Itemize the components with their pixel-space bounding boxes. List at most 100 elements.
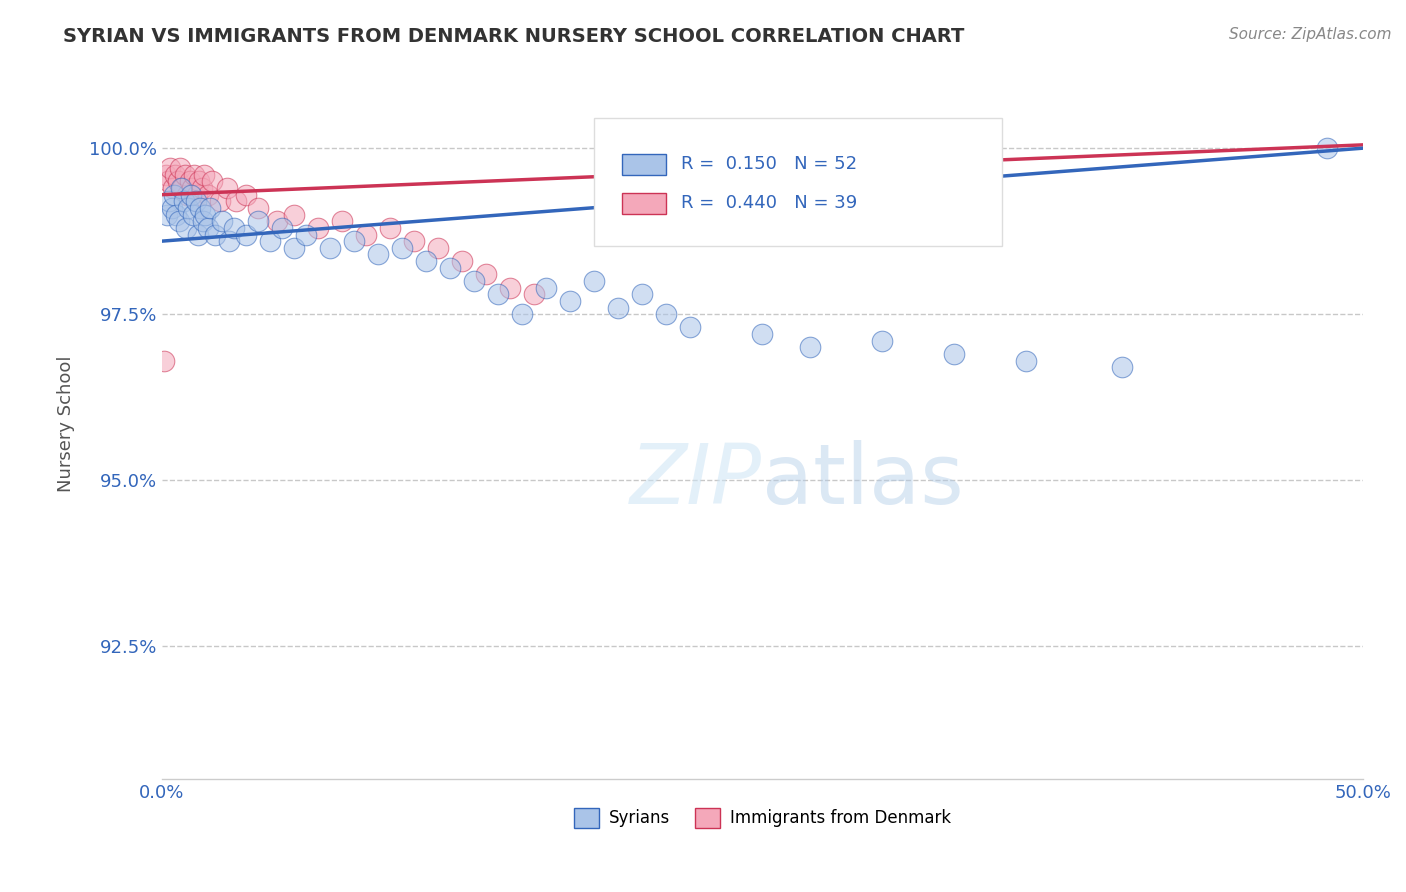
Point (499, 280, 522, 294)
Point (211, 214, 233, 228)
Point (169, 161, 191, 175)
Point (218, 234, 240, 248)
Point (1015, 353, 1038, 368)
Point (157, 194, 180, 209)
Point (173, 168, 195, 182)
Point (451, 254, 474, 268)
Point (186, 187, 208, 202)
Point (165, 168, 187, 182)
Point (872, 334, 894, 348)
Point (215, 181, 238, 195)
Point (235, 187, 257, 202)
Y-axis label: Nursery School: Nursery School (58, 356, 75, 492)
Point (183, 168, 205, 182)
Point (283, 208, 305, 222)
Point (191, 214, 214, 228)
Text: SYRIAN VS IMMIGRANTS FROM DENMARK NURSERY SCHOOL CORRELATION CHART: SYRIAN VS IMMIGRANTS FROM DENMARK NURSER… (63, 27, 965, 45)
Point (166, 174, 188, 188)
FancyBboxPatch shape (595, 119, 1002, 246)
Point (160, 201, 183, 215)
Point (187, 227, 209, 242)
Point (343, 234, 366, 248)
Point (655, 307, 678, 321)
Point (194, 208, 217, 222)
Point (679, 320, 702, 334)
Point (159, 161, 181, 175)
Point (197, 187, 219, 202)
Point (463, 274, 485, 288)
Point (283, 241, 305, 255)
Point (378, 220, 401, 235)
Point (174, 220, 197, 235)
Text: R =  0.440   N = 39: R = 0.440 N = 39 (681, 194, 858, 212)
Point (943, 347, 966, 361)
Point (167, 214, 190, 228)
Point (246, 214, 269, 228)
FancyBboxPatch shape (621, 154, 665, 175)
Point (295, 227, 318, 242)
Point (193, 168, 215, 182)
Point (560, 293, 582, 308)
Point (427, 241, 450, 255)
Point (319, 241, 342, 255)
Point (197, 220, 219, 235)
Point (184, 194, 207, 209)
Point (631, 287, 654, 301)
Point (799, 340, 821, 354)
Point (510, 307, 533, 321)
Point (177, 201, 200, 215)
Point (173, 194, 195, 209)
Point (172, 181, 194, 195)
Point (330, 214, 353, 228)
Point (523, 287, 546, 301)
Point (225, 194, 247, 209)
Point (153, 353, 176, 368)
Point (188, 174, 211, 188)
Point (583, 274, 606, 288)
Point (170, 181, 193, 195)
Point (179, 174, 201, 188)
Point (180, 187, 202, 202)
Point (1111, 360, 1133, 375)
Legend: Syrians, Immigrants from Denmark: Syrians, Immigrants from Denmark (567, 801, 957, 835)
Text: Source: ZipAtlas.com: Source: ZipAtlas.com (1229, 27, 1392, 42)
Point (367, 247, 389, 261)
Point (162, 181, 184, 195)
Point (181, 208, 204, 222)
Point (475, 268, 498, 282)
Point (188, 201, 211, 215)
Point (266, 214, 288, 228)
Point (165, 208, 187, 222)
Text: R =  0.150   N = 52: R = 0.150 N = 52 (681, 155, 858, 173)
Point (354, 227, 377, 242)
Point (155, 168, 177, 182)
Point (204, 227, 226, 242)
Point (181, 181, 204, 195)
Point (201, 174, 224, 188)
FancyBboxPatch shape (621, 194, 665, 214)
Point (1315, 141, 1337, 155)
Point (156, 208, 179, 222)
Point (176, 187, 198, 202)
Point (190, 181, 212, 195)
Point (246, 201, 269, 215)
Point (222, 220, 245, 235)
Point (486, 287, 509, 301)
Point (402, 234, 425, 248)
Point (751, 327, 773, 342)
Point (534, 280, 557, 294)
Point (307, 220, 329, 235)
Point (235, 227, 257, 242)
Point (690, 187, 713, 202)
Point (595, 174, 617, 188)
Point (156, 174, 179, 188)
Point (198, 201, 221, 215)
Point (439, 260, 461, 275)
Point (208, 194, 231, 209)
Point (391, 241, 413, 255)
Point (259, 234, 281, 248)
Point (415, 254, 437, 268)
Text: ZIP: ZIP (630, 440, 762, 521)
Point (163, 187, 186, 202)
Point (271, 220, 294, 235)
